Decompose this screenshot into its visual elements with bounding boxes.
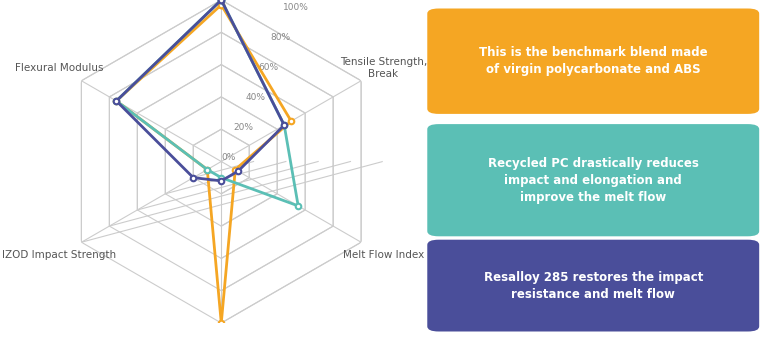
Text: Recycled PC drastically reduces
impact and elongation and
improve the melt flow: Recycled PC drastically reduces impact a… (488, 157, 699, 204)
Text: This is the benchmark blend made
of virgin polycarbonate and ABS: This is the benchmark blend made of virg… (479, 46, 707, 76)
Text: Resalloy 285 restores the impact
resistance and melt flow: Resalloy 285 restores the impact resista… (484, 271, 703, 301)
